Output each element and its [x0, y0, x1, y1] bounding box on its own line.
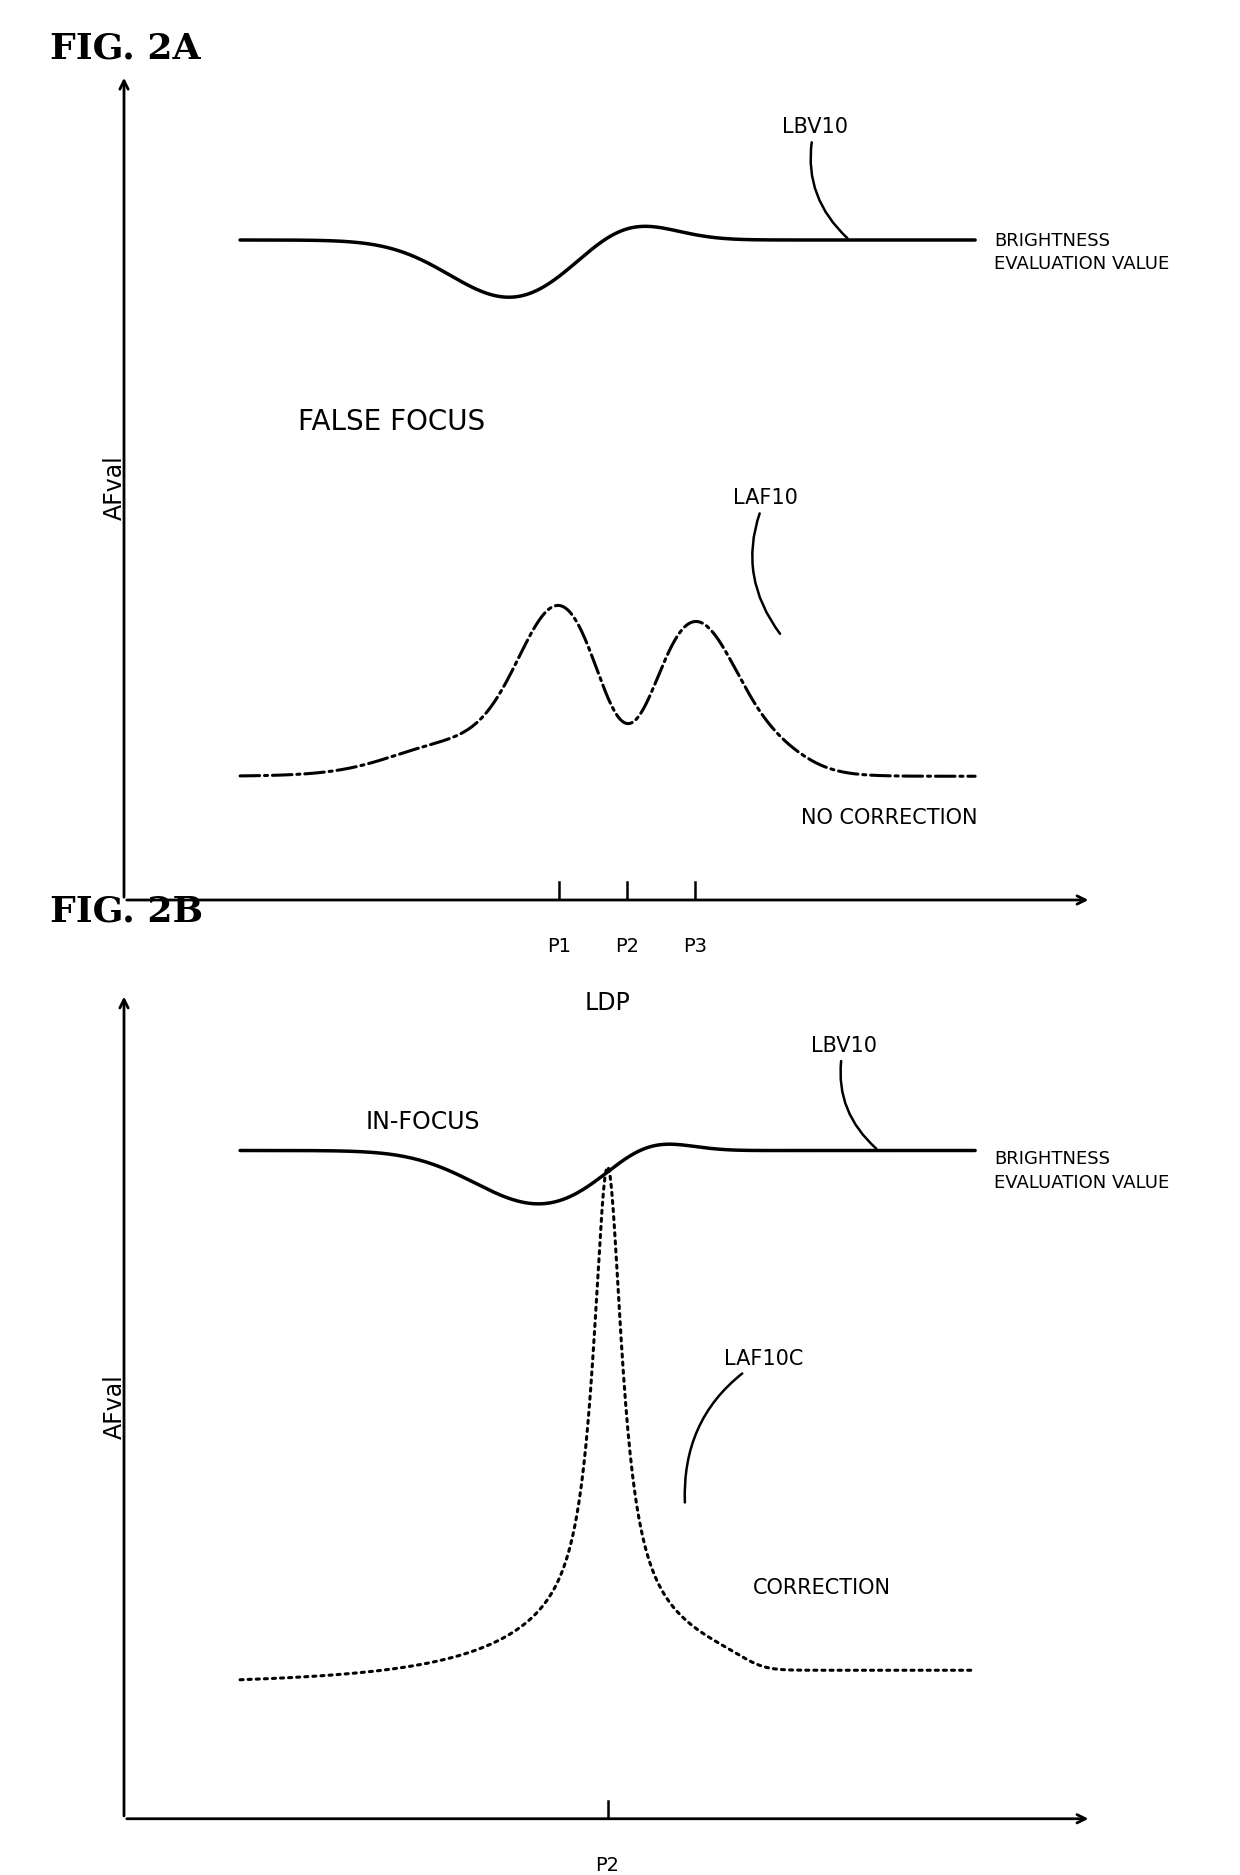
Text: LBV10: LBV10	[781, 116, 848, 238]
Text: IN-FOCUS: IN-FOCUS	[366, 1110, 480, 1134]
Text: NO CORRECTION: NO CORRECTION	[801, 808, 977, 827]
Text: LDP: LDP	[585, 990, 630, 1014]
Text: CORRECTION: CORRECTION	[753, 1577, 890, 1598]
Text: LAF10: LAF10	[733, 488, 799, 634]
Text: P3: P3	[683, 938, 707, 956]
Text: BRIGHTNESS
EVALUATION VALUE: BRIGHTNESS EVALUATION VALUE	[994, 1151, 1169, 1192]
Text: FIG. 2B: FIG. 2B	[50, 894, 202, 928]
Text: P1: P1	[547, 938, 572, 956]
Text: BRIGHTNESS
EVALUATION VALUE: BRIGHTNESS EVALUATION VALUE	[994, 232, 1169, 274]
Text: AFval: AFval	[103, 1374, 126, 1438]
Text: FALSE FOCUS: FALSE FOCUS	[298, 407, 485, 435]
Text: LBV10: LBV10	[811, 1035, 877, 1149]
Text: LAF10C: LAF10C	[684, 1348, 804, 1502]
Text: AFval: AFval	[103, 456, 126, 519]
Text: FIG. 2A: FIG. 2A	[50, 32, 200, 66]
Text: P2: P2	[595, 1856, 620, 1875]
Text: P2: P2	[615, 938, 639, 956]
